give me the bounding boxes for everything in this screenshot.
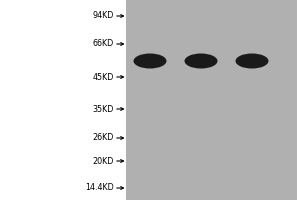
Text: 20KD: 20KD xyxy=(93,156,114,166)
Bar xyxy=(126,0,297,200)
Ellipse shape xyxy=(236,53,268,68)
Text: 94KD: 94KD xyxy=(93,11,114,21)
Text: 14.4KD: 14.4KD xyxy=(85,184,114,192)
Text: 66KD: 66KD xyxy=(93,40,114,48)
Ellipse shape xyxy=(134,53,166,68)
Text: 35KD: 35KD xyxy=(93,104,114,114)
Ellipse shape xyxy=(184,53,218,68)
Text: 26KD: 26KD xyxy=(93,134,114,142)
Text: 45KD: 45KD xyxy=(93,72,114,82)
